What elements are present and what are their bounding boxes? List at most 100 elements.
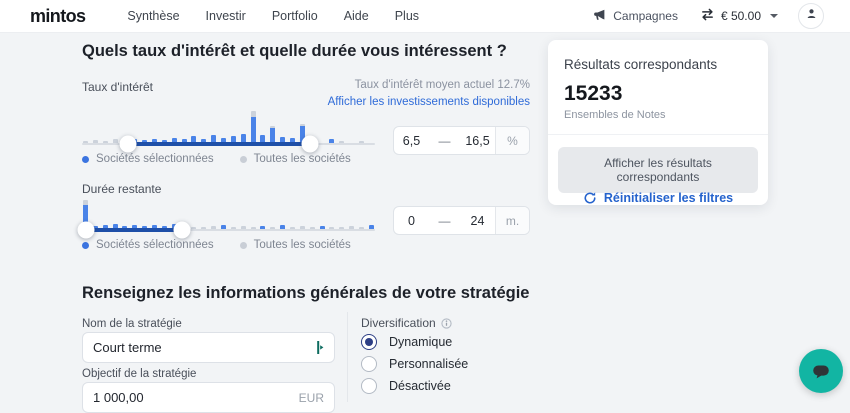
slider-selected-range[interactable] xyxy=(128,142,310,146)
histogram-bar xyxy=(112,139,118,143)
radio-option-dynamique[interactable]: Dynamique xyxy=(361,333,468,350)
slider-handle-max[interactable] xyxy=(301,135,319,153)
results-card-body: Résultats correspondants 15233 Ensembles… xyxy=(548,40,768,134)
histogram-bar xyxy=(152,139,158,143)
histogram-bar xyxy=(250,111,256,143)
strategy-name-input[interactable] xyxy=(93,340,314,355)
slider-track[interactable] xyxy=(82,229,375,231)
info-icon[interactable] xyxy=(441,317,452,329)
radio-label: Dynamique xyxy=(389,334,453,349)
histogram-bar xyxy=(161,140,167,143)
strategy-goal-field[interactable]: EUR xyxy=(82,382,335,413)
histogram-bar xyxy=(309,227,315,229)
histogram-bar xyxy=(240,226,246,229)
histogram-bar xyxy=(349,226,355,229)
histogram-bar xyxy=(181,139,187,143)
interest-range-inputs: — % xyxy=(393,126,530,155)
chevron-down-icon xyxy=(770,14,778,18)
histogram-bar xyxy=(250,227,256,229)
histogram-bar xyxy=(339,227,345,229)
histogram-bar xyxy=(142,140,148,143)
strategy-goal-input[interactable] xyxy=(93,390,293,405)
gray-dot-icon xyxy=(239,155,247,163)
range-dash: — xyxy=(438,213,451,228)
diversification-label: Diversification xyxy=(361,316,452,330)
histogram-bar xyxy=(201,139,207,143)
refresh-icon xyxy=(583,191,597,205)
campaigns-button[interactable]: Campagnes xyxy=(593,8,678,25)
histogram-bar xyxy=(339,141,345,143)
text-cursor-icon xyxy=(314,341,324,354)
histogram-bar xyxy=(83,141,88,143)
histogram-bar xyxy=(221,225,227,229)
interest-min-input[interactable] xyxy=(394,133,429,148)
interest-rate-label: Taux d'intérêt xyxy=(82,80,153,94)
duration-slider: Sociétés sélectionnées Toutes les sociét… xyxy=(77,194,375,251)
results-title: Résultats correspondants xyxy=(564,57,718,72)
histogram-bar xyxy=(368,225,374,229)
slider-handle-min[interactable] xyxy=(77,221,95,239)
reset-filters-link[interactable]: Réinitialiser les filtres xyxy=(548,191,768,205)
results-subtitle: Ensembles de Notes xyxy=(564,109,666,121)
chat-launcher-button[interactable] xyxy=(799,349,843,393)
mintos-logo[interactable]: mintos xyxy=(30,5,86,26)
nav-item-aide[interactable]: Aide xyxy=(343,9,369,23)
duration-unit-suffix: m. xyxy=(495,207,529,234)
show-results-button[interactable]: Afficher les résultats correspondants xyxy=(558,147,758,193)
radio-option-personnalisée[interactable]: Personnalisée xyxy=(361,355,468,372)
histogram-bar xyxy=(171,138,177,143)
megaphone-icon xyxy=(593,8,607,25)
duration-min-input[interactable] xyxy=(394,213,429,228)
radio-icon[interactable] xyxy=(361,377,377,394)
blue-dot-icon xyxy=(82,155,89,163)
show-available-investments-link[interactable]: Afficher les investissements disponibles xyxy=(327,96,530,108)
nav-item-portfolio[interactable]: Portfolio xyxy=(271,9,318,23)
histogram-bar xyxy=(191,227,197,229)
histogram-bar xyxy=(161,226,167,229)
legend-all-companies: Toutes les sociétés xyxy=(239,239,351,251)
slider-selected-range[interactable] xyxy=(85,228,182,232)
histogram-bar xyxy=(83,200,88,229)
radio-icon[interactable] xyxy=(361,333,377,350)
histogram-bar xyxy=(270,126,276,143)
balance-dropdown[interactable]: € 50.00 xyxy=(700,7,778,25)
histogram-bar xyxy=(122,226,128,229)
duration-range-values: — xyxy=(394,207,495,234)
histogram-bar xyxy=(230,136,236,143)
balance-amount: € 50.00 xyxy=(720,9,761,23)
interest-rate-slider: Sociétés sélectionnées Toutes les sociét… xyxy=(82,108,375,165)
nav-item-synthese[interactable]: Synthèse xyxy=(127,9,180,23)
interest-histogram xyxy=(82,108,375,143)
histogram-bar xyxy=(211,226,217,229)
strategy-name-field[interactable] xyxy=(82,332,335,363)
radio-label: Désactivée xyxy=(389,378,451,393)
user-icon xyxy=(805,7,818,25)
histogram-bar xyxy=(201,227,207,229)
slider-handle-max[interactable] xyxy=(173,221,191,239)
remaining-duration-label: Durée restante xyxy=(82,182,162,196)
duration-max-input[interactable] xyxy=(460,213,495,228)
legend-selected-label: Sociétés sélectionnées xyxy=(96,153,214,165)
legend-selected-companies: Sociétés sélectionnées xyxy=(82,153,214,165)
filters-heading: Quels taux d'intérêt et quelle durée vou… xyxy=(82,42,507,60)
histogram-bar xyxy=(329,139,335,143)
top-navigation: mintos Synthèse Investir Portfolio Aide … xyxy=(0,0,850,33)
histogram-bar xyxy=(319,226,325,229)
histogram-bar xyxy=(102,225,108,229)
interest-range-values: — xyxy=(394,127,495,154)
histogram-bar xyxy=(359,141,365,143)
radio-icon[interactable] xyxy=(361,355,377,372)
histogram-bar xyxy=(102,141,108,143)
histogram-bar xyxy=(290,138,296,143)
nav-item-investir[interactable]: Investir xyxy=(205,9,246,23)
slider-handle-min[interactable] xyxy=(119,135,137,153)
gray-dot-icon xyxy=(239,241,247,249)
legend-all-label: Toutes les sociétés xyxy=(253,153,351,165)
histogram-bar xyxy=(132,225,138,229)
histogram-legend: Sociétés sélectionnées Toutes les sociét… xyxy=(82,153,351,165)
interest-max-input[interactable] xyxy=(460,133,495,148)
user-avatar-button[interactable] xyxy=(798,3,824,29)
results-count: 15233 xyxy=(564,82,623,105)
radio-option-désactivée[interactable]: Désactivée xyxy=(361,377,468,394)
nav-item-plus[interactable]: Plus xyxy=(394,9,420,23)
